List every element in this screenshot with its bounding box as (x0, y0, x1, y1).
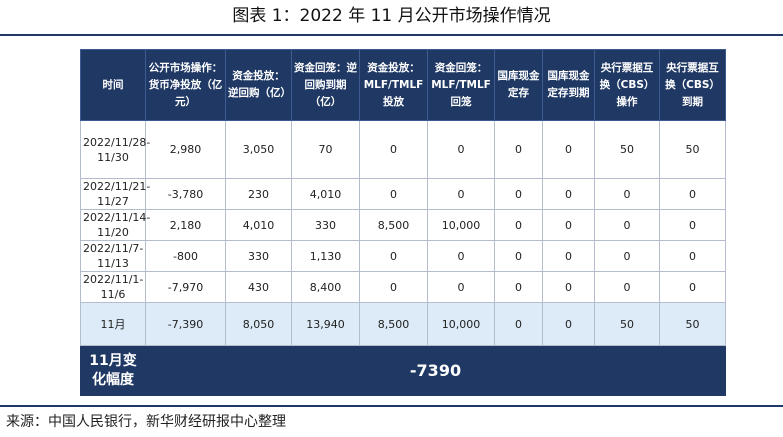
table-cell: 2022/11/1-11/6 (80, 271, 146, 303)
table-cell: 2022/11/14-11/20 (80, 209, 150, 241)
table-cell: 2022/11/7-11/13 (80, 240, 146, 272)
table-cell: 430 (225, 271, 292, 303)
table-cell: 0 (427, 120, 495, 179)
source-note: 来源：中国人民银行，新华财经研报中心整理 (6, 414, 286, 430)
table-cell: -800 (145, 240, 226, 272)
table-cell: 10,000 (427, 209, 495, 241)
table-cell: 0 (542, 178, 595, 210)
table-row: 2022/11/21-11/27 -3,780 230 4,010 0 0 0 … (80, 178, 726, 210)
table-cell: -7,390 (145, 302, 226, 346)
table-cell: 0 (427, 271, 495, 303)
table-cell: 0 (542, 209, 595, 241)
change-label: 11月变化幅度 (80, 345, 146, 396)
figure-title: 图表 1：2022 年 11 月公开市场操作情况 (232, 6, 551, 26)
table-cell: 8,500 (359, 209, 428, 241)
table-cell: 8,400 (291, 271, 360, 303)
header-cell: 公开市场操作：货币净投放（亿元） (145, 49, 226, 121)
table-cell: 0 (594, 240, 660, 272)
table-cell: 11月 (80, 302, 146, 346)
table-cell: 0 (594, 271, 660, 303)
table-cell: -7,970 (145, 271, 226, 303)
table-cell: 0 (494, 178, 543, 210)
table-cell: 70 (291, 120, 360, 179)
table-cell: 330 (225, 240, 292, 272)
change-value: -7390 (145, 345, 726, 396)
table-cell: 0 (494, 240, 543, 272)
table-cell: 0 (659, 209, 726, 241)
table-cell: 330 (291, 209, 360, 241)
table-cell: 0 (659, 271, 726, 303)
table-cell: 2,180 (145, 209, 226, 241)
table-cell: -3,780 (145, 178, 226, 210)
header-cell: 资金投放：MLF/TMLF投放 (359, 49, 428, 121)
table-body: 2022/11/28-11/30 2,980 3,050 70 0 0 0 0 … (80, 120, 726, 346)
table-cell: 0 (542, 120, 595, 179)
table-cell: 50 (659, 302, 726, 346)
header-cell: 央行票据互换（CBS）操作 (594, 49, 660, 121)
table-cell: 0 (494, 120, 543, 179)
table-cell: 50 (659, 120, 726, 179)
table-cell: 1,130 (291, 240, 360, 272)
table-cell: 0 (359, 240, 428, 272)
table-cell: 0 (494, 271, 543, 303)
table-cell: 0 (542, 240, 595, 272)
table-row: 2022/11/14-11/20 2,180 4,010 330 8,500 1… (80, 209, 726, 241)
header-cell: 国库现金定存到期 (542, 49, 595, 121)
table-cell: 0 (359, 271, 428, 303)
table-cell: 0 (494, 302, 543, 346)
table-row: 2022/11/28-11/30 2,980 3,050 70 0 0 0 0 … (80, 120, 726, 179)
table-cell: 0 (427, 240, 495, 272)
table-cell: 13,940 (291, 302, 360, 346)
bottom-divider (0, 405, 783, 407)
header-cell: 资金回笼：逆回购到期（亿） (291, 49, 360, 121)
summary-row: 11月 -7,390 8,050 13,940 8,500 10,000 0 0… (80, 302, 726, 346)
table-cell: 0 (427, 178, 495, 210)
table-cell: 0 (359, 178, 428, 210)
table-cell: 50 (594, 120, 660, 179)
table-cell: 4,010 (291, 178, 360, 210)
table-cell: 2022/11/21-11/27 (80, 178, 150, 210)
table-cell: 8,050 (225, 302, 292, 346)
table-cell: 230 (225, 178, 292, 210)
table-row: 2022/11/1-11/6 -7,970 430 8,400 0 0 0 0 … (80, 271, 726, 303)
table-cell: 3,050 (225, 120, 292, 179)
market-operations-table: 时间 公开市场操作：货币净投放（亿元） 资金投放：逆回购（亿） 资金回笼：逆回购… (80, 49, 726, 396)
table-cell: 0 (594, 178, 660, 210)
header-cell: 央行票据互换（CBS）到期 (659, 49, 726, 121)
table-cell: 8,500 (359, 302, 428, 346)
table-cell: 0 (594, 209, 660, 241)
table-cell: 2022/11/28-11/30 (80, 120, 150, 179)
header-cell: 时间 (80, 49, 146, 121)
table-cell: 50 (594, 302, 660, 346)
header-cell: 资金回笼：MLF/TMLF回笼 (427, 49, 495, 121)
table-cell: 10,000 (427, 302, 495, 346)
table-cell: 2,980 (145, 120, 226, 179)
header-cell: 国库现金定存 (494, 49, 543, 121)
market-operations-table-container: 时间 公开市场操作：货币净投放（亿元） 资金投放：逆回购（亿） 资金回笼：逆回购… (80, 49, 726, 396)
table-header-row: 时间 公开市场操作：货币净投放（亿元） 资金投放：逆回购（亿） 资金回笼：逆回购… (80, 49, 726, 121)
top-divider (0, 34, 783, 36)
table-cell: 0 (494, 209, 543, 241)
table-row: 2022/11/7-11/13 -800 330 1,130 0 0 0 0 0… (80, 240, 726, 272)
change-row: 11月变化幅度 -7390 (80, 345, 726, 396)
table-cell: 0 (359, 120, 428, 179)
table-cell: 0 (659, 240, 726, 272)
table-cell: 0 (542, 271, 595, 303)
header-cell: 资金投放：逆回购（亿） (225, 49, 292, 121)
table-cell: 0 (542, 302, 595, 346)
table-cell: 4,010 (225, 209, 292, 241)
table-cell: 0 (659, 178, 726, 210)
